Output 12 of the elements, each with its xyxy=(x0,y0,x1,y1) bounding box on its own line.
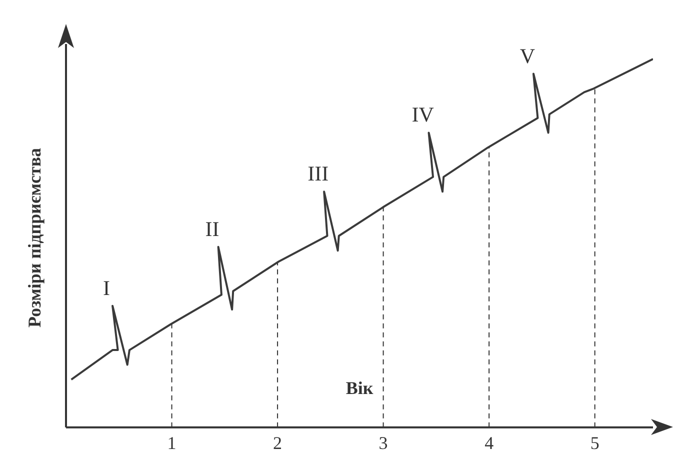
annotation: IV xyxy=(412,102,434,127)
x-tick-label: 4 xyxy=(484,432,494,453)
annotation: III xyxy=(308,162,329,186)
x-tick-label: 1 xyxy=(167,432,176,453)
x-tick-label: 2 xyxy=(273,432,282,453)
x-axis-title: Вік xyxy=(346,378,374,398)
y-axis-title: Розміри підприємства xyxy=(24,148,45,328)
annotation: V xyxy=(520,44,536,68)
x-tick-label: 5 xyxy=(590,432,600,453)
x-tick-label: 3 xyxy=(378,432,388,453)
annotation: I xyxy=(103,276,110,300)
annotation: II xyxy=(205,216,220,241)
